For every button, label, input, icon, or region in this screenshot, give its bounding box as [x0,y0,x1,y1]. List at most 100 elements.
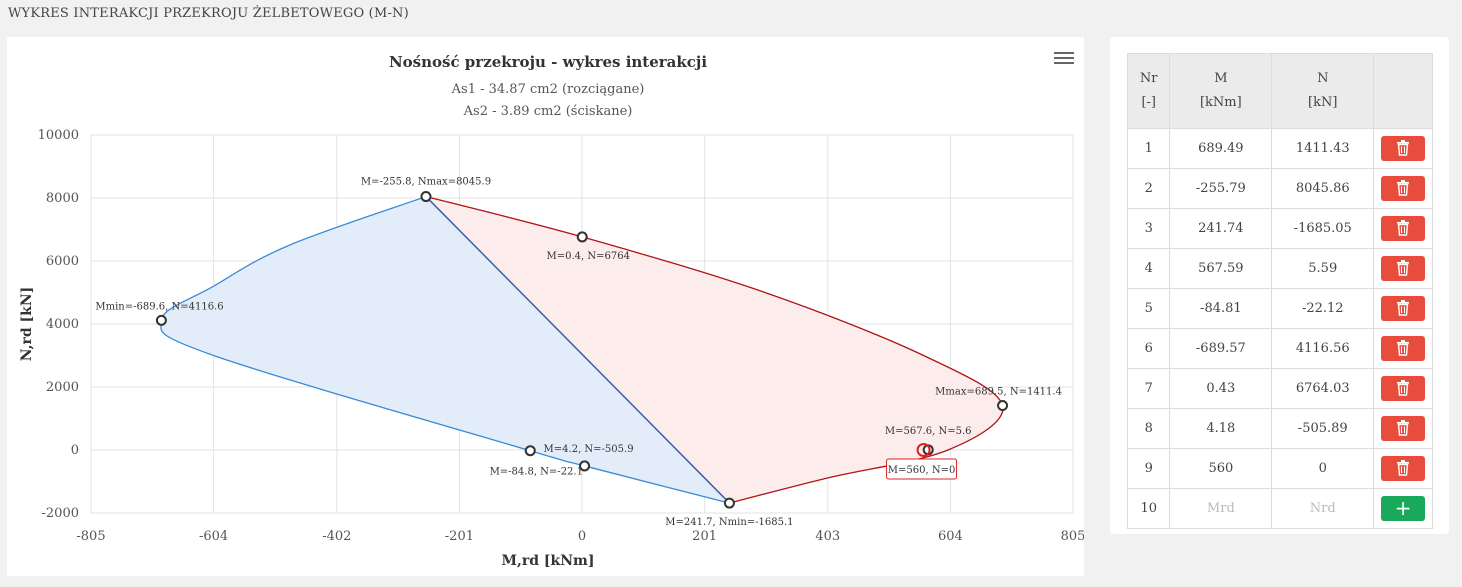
row-nr: 8 [1126,408,1171,449]
row-nr: 3 [1126,208,1171,249]
x-tick-label: 201 [692,529,717,544]
data-point-label: M=241.7, Nmin=-1685.1 [665,517,793,528]
table-row: 7 0.43 6764.03 [1126,368,1433,409]
col-header-nr: Nr [-] [1126,53,1171,129]
row-actions [1373,208,1433,249]
row-m-value: -255.79 [1169,168,1273,209]
row-actions [1373,288,1433,329]
x-tick-label: -201 [445,529,474,544]
row-actions: + [1373,488,1433,529]
row-actions [1373,128,1433,169]
row-n-value: -1685.05 [1271,208,1375,249]
new-m-input[interactable]: Mrd [1169,488,1273,529]
data-point-label: M=567.6, N=5.6 [885,426,972,437]
row-m-value: -84.81 [1169,288,1273,329]
row-nr: 7 [1126,368,1171,409]
y-tick-label: 0 [71,443,79,458]
y-tick-label: 4000 [46,317,79,332]
new-row-nr: 10 [1126,488,1171,529]
row-nr: 9 [1126,448,1171,489]
highlight-point [916,443,931,457]
col-header-m: M [kNm] [1169,53,1273,129]
x-tick-label: -604 [199,529,228,544]
x-tick-label: 805 [1061,529,1084,544]
table-row: 1 689.49 1411.43 [1126,128,1433,169]
page-title: WYKRES INTERAKCJI PRZEKROJU ŻELBETOWEGO … [8,6,409,21]
x-tick-label: 403 [815,529,840,544]
row-m-value: -689.57 [1169,328,1273,369]
delete-row-button[interactable] [1381,136,1426,161]
data-point [579,460,591,472]
delete-row-button[interactable] [1381,216,1426,241]
row-actions [1373,328,1433,369]
delete-row-button[interactable] [1381,256,1426,281]
data-point-label: M=-255.8, Nmax=8045.9 [361,177,491,188]
table-row: 6 -689.57 4116.56 [1126,328,1433,369]
row-actions [1373,368,1433,409]
new-row: 10 Mrd Nrd + [1126,488,1433,529]
row-n-value: 5.59 [1271,248,1375,289]
row-n-value: 4116.56 [1271,328,1375,369]
data-point-label: M=4.2, N=-505.9 [544,444,634,455]
data-point-label: Mmax=689.5, N=1411.4 [935,387,1062,398]
table-row: 4 567.59 5.59 [1126,248,1433,289]
data-point-label: M=0.4, N=6764 [547,251,630,262]
table-row: 8 4.18 -505.89 [1126,408,1433,449]
row-n-value: -505.89 [1271,408,1375,449]
data-point-label: M=-84.8, N=-22.1 [490,467,583,478]
x-axis-label: M,rd [kNm] [502,553,595,569]
data-point [155,314,167,326]
row-n-value: 1411.43 [1271,128,1375,169]
col-header-n: N [kN] [1271,53,1375,129]
row-nr: 5 [1126,288,1171,329]
table-header-row: Nr [-] M [kNm] N [kN] [1126,53,1433,129]
row-n-value: 8045.86 [1271,168,1375,209]
data-point [576,231,588,243]
y-tick-label: 8000 [46,191,79,206]
row-n-value: -22.12 [1271,288,1375,329]
x-tick-label: 0 [578,529,586,544]
y-tick-label: 10000 [38,128,79,143]
chart-panel: Nośność przekroju - wykres interakcji As1… [7,37,1085,576]
add-row-button[interactable]: + [1381,496,1426,521]
chart-menu-button[interactable] [1054,49,1074,65]
row-m-value: 0.43 [1169,368,1273,409]
diagonal-line [425,196,730,504]
table-row: 3 241.74 -1685.05 [1126,208,1433,249]
delete-row-button[interactable] [1381,376,1426,401]
data-point [420,191,432,203]
row-n-value: 6764.03 [1271,368,1375,409]
data-point [997,400,1009,412]
row-m-value: 560 [1169,448,1273,489]
row-actions [1373,408,1433,449]
row-nr: 6 [1126,328,1171,369]
delete-row-button[interactable] [1381,176,1426,201]
interaction-chart: Nośność przekroju - wykres interakcji As1… [19,53,1085,569]
delete-row-button[interactable] [1381,336,1426,361]
left-region-area [160,196,730,504]
points-table: Nr [-] M [kNm] N [kN] 1 689.49 1411.43 2 -255.7… [1126,53,1433,529]
data-point [723,497,735,509]
row-m-value: 689.49 [1169,128,1273,169]
row-actions [1373,448,1433,489]
data-point [524,445,536,457]
row-nr: 1 [1126,128,1171,169]
row-m-value: 567.59 [1169,248,1273,289]
row-actions [1373,248,1433,289]
y-axis-label: N,rd [kN] [19,287,35,362]
data-point-label: Mmin=-689.6, N=4116.6 [95,301,223,312]
delete-row-button[interactable] [1381,416,1426,441]
row-nr: 2 [1126,168,1171,209]
points-table-panel: Nr [-] M [kNm] N [kN] 1 689.49 1411.43 2 -255.7… [1110,37,1449,534]
row-actions [1373,168,1433,209]
col-header-actions [1373,53,1433,129]
row-n-value: 0 [1271,448,1375,489]
row-nr: 4 [1126,248,1171,289]
x-tick-label: 604 [938,529,963,544]
new-n-input[interactable]: Nrd [1271,488,1375,529]
y-tick-label: 6000 [46,254,79,269]
chart-subtitle: As2 - 3.89 cm2 (ściskane) [463,104,633,119]
delete-row-button[interactable] [1381,296,1426,321]
delete-row-button[interactable] [1381,456,1426,481]
row-m-value: 4.18 [1169,408,1273,449]
